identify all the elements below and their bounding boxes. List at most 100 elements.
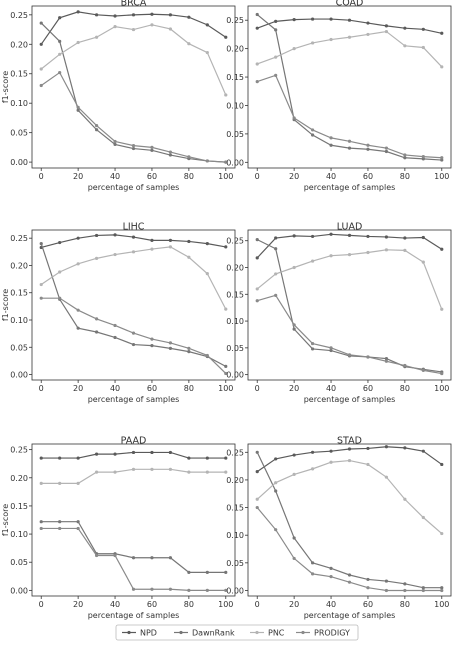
data-point-dawnrank bbox=[292, 536, 296, 540]
data-point-prodigy bbox=[94, 317, 99, 321]
data-point-npd bbox=[113, 452, 117, 456]
x-tick-label: 20 bbox=[73, 172, 83, 181]
data-point-prodigy bbox=[384, 359, 389, 363]
data-point-pnc bbox=[205, 50, 209, 55]
chart-title: LIHC bbox=[123, 222, 145, 233]
data-point-prodigy bbox=[39, 526, 43, 531]
x-tick-label: 80 bbox=[400, 600, 410, 609]
data-point-prodigy bbox=[113, 139, 117, 144]
data-point-dawnrank bbox=[168, 346, 173, 350]
data-point-prodigy bbox=[131, 587, 136, 591]
data-point-npd bbox=[347, 447, 352, 451]
data-point-pnc bbox=[384, 475, 389, 479]
data-point-pnc bbox=[255, 497, 259, 501]
data-point-dawnrank bbox=[384, 149, 389, 154]
data-point-pnc bbox=[310, 467, 315, 471]
data-point-prodigy bbox=[113, 323, 117, 328]
data-point-prodigy bbox=[366, 586, 370, 590]
data-point-prodigy bbox=[76, 105, 80, 109]
data-point-prodigy bbox=[440, 371, 444, 376]
data-point-prodigy bbox=[347, 353, 352, 357]
data-point-dawnrank bbox=[76, 326, 80, 330]
y-tick-label: 0.25 bbox=[226, 237, 244, 246]
data-point-dawnrank bbox=[113, 335, 117, 340]
series-line-pnc bbox=[256, 249, 443, 310]
x-axis-label: percentage of samples bbox=[88, 395, 180, 404]
chart-title: LUAD bbox=[337, 222, 363, 233]
data-point-dawnrank bbox=[168, 556, 173, 560]
data-point-prodigy bbox=[58, 70, 62, 75]
data-point-pnc bbox=[76, 262, 80, 266]
data-point-prodigy bbox=[274, 528, 278, 532]
data-point-npd bbox=[113, 233, 117, 237]
series-line-prodigy bbox=[41, 297, 227, 374]
data-point-prodigy bbox=[150, 587, 154, 591]
data-point-npd bbox=[187, 15, 191, 19]
data-point-dawnrank bbox=[224, 570, 228, 574]
series-line-prodigy bbox=[257, 74, 442, 159]
series-line-dawnrank bbox=[41, 521, 226, 573]
y-tick-label: 0.20 bbox=[10, 40, 28, 49]
data-point-npd bbox=[440, 462, 444, 467]
plot-frame bbox=[247, 443, 452, 597]
data-point-prodigy bbox=[403, 588, 407, 593]
data-point-prodigy bbox=[39, 83, 43, 88]
data-point-dawnrank bbox=[131, 342, 136, 347]
data-point-npd bbox=[58, 456, 62, 460]
data-point-dawnrank bbox=[403, 582, 407, 586]
data-point-prodigy bbox=[310, 128, 315, 132]
legend: NPD DawnRank PNC PRODIGY bbox=[115, 624, 359, 641]
data-point-dawnrank bbox=[366, 577, 370, 582]
data-point-pnc bbox=[131, 250, 136, 254]
x-axis-label: percentage of samples bbox=[304, 183, 396, 192]
x-tick-label: 0 bbox=[39, 172, 44, 181]
data-point-dawnrank bbox=[255, 238, 259, 242]
data-point-prodigy bbox=[329, 136, 333, 140]
data-point-dawnrank bbox=[384, 356, 389, 361]
x-tick-label: 40 bbox=[110, 600, 120, 609]
data-point-npd bbox=[366, 446, 370, 451]
y-tick-label: 0.25 bbox=[10, 11, 28, 20]
y-tick-label: 0.10 bbox=[10, 316, 28, 325]
data-point-dawnrank bbox=[187, 570, 191, 574]
data-point-prodigy bbox=[150, 145, 154, 149]
y-tick-label: 0.05 bbox=[226, 130, 244, 139]
data-point-prodigy bbox=[224, 160, 228, 164]
x-axis-label: percentage of samples bbox=[88, 183, 180, 192]
data-point-pnc bbox=[224, 470, 228, 474]
data-point-prodigy bbox=[274, 73, 278, 77]
data-point-npd bbox=[224, 35, 228, 39]
y-axis-label: f1-score bbox=[1, 71, 10, 103]
data-point-npd bbox=[384, 24, 389, 28]
plot-frame bbox=[247, 229, 452, 381]
data-point-pnc bbox=[366, 250, 370, 255]
data-point-npd bbox=[94, 233, 99, 238]
data-point-pnc bbox=[347, 458, 352, 463]
data-point-dawnrank bbox=[310, 133, 315, 137]
data-point-pnc bbox=[366, 462, 370, 467]
y-tick-label: 0.05 bbox=[10, 558, 28, 567]
data-point-npd bbox=[292, 18, 296, 22]
x-tick-label: 100 bbox=[434, 600, 449, 609]
data-point-pnc bbox=[274, 55, 278, 59]
data-point-dawnrank bbox=[255, 12, 259, 17]
data-point-dawnrank bbox=[58, 520, 62, 524]
x-tick-label: 80 bbox=[184, 384, 194, 393]
data-point-npd bbox=[421, 27, 425, 31]
data-point-pnc bbox=[274, 481, 278, 485]
data-point-pnc bbox=[274, 272, 278, 276]
data-point-npd bbox=[347, 233, 352, 237]
data-point-dawnrank bbox=[94, 128, 99, 132]
data-point-npd bbox=[224, 456, 228, 460]
data-point-pnc bbox=[403, 248, 407, 252]
y-tick-label: 0.15 bbox=[226, 290, 244, 299]
data-point-pnc bbox=[168, 467, 173, 471]
data-point-prodigy bbox=[205, 159, 209, 163]
data-point-npd bbox=[76, 456, 80, 460]
data-point-npd bbox=[403, 446, 407, 450]
data-point-pnc bbox=[292, 47, 296, 51]
data-point-prodigy bbox=[329, 575, 333, 579]
y-tick-label: 0.20 bbox=[226, 264, 244, 273]
data-point-npd bbox=[366, 234, 370, 239]
